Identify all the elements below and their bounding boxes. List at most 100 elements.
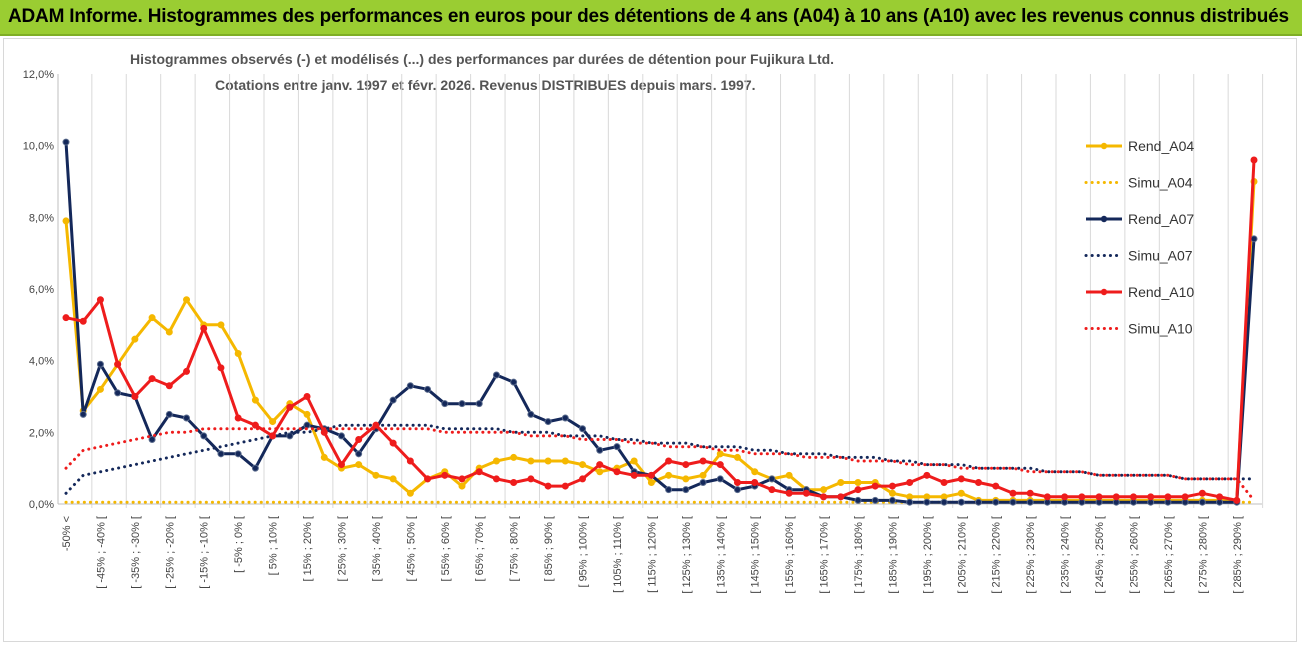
series-rend-a07-point xyxy=(441,400,449,408)
series-rend-a07-point xyxy=(389,396,397,404)
x-tick-label: [ 245% ; 250% [ xyxy=(1094,516,1106,594)
series-rend-a07-point xyxy=(682,486,690,494)
series-rend-a07-point xyxy=(527,410,535,418)
series-rend-a04-point xyxy=(372,471,380,479)
series-rend-a10-point xyxy=(888,482,896,490)
y-tick-label: 4,0% xyxy=(29,356,54,368)
legend-marker-rend-a04 xyxy=(1100,142,1108,150)
series-rend-a10-point xyxy=(406,457,414,465)
x-tick-labels: -50% < [ -45% ; -40% [[ -35% ; -30% [[ -2… xyxy=(61,516,1244,594)
x-tick-label: [ 285% ; 290% [ xyxy=(1232,516,1244,594)
series-rend-a04-point xyxy=(183,296,191,304)
series-rend-a07-point xyxy=(234,450,242,458)
series-rend-a10-point xyxy=(96,296,104,304)
x-tick-label: [ -15% ; -10% [ xyxy=(199,516,211,589)
report-banner: ADAM Informe. Histogrammes des performan… xyxy=(0,0,1302,36)
x-tick-label: [ 25% ; 30% [ xyxy=(336,516,348,581)
series-rend-a10-point xyxy=(251,421,259,429)
series-rend-a07-line xyxy=(64,142,1256,504)
series-rend-a10-point xyxy=(1129,493,1137,501)
series-rend-a07-point xyxy=(217,450,225,458)
series-rend-a10-point xyxy=(596,461,604,469)
legend-label-rend-a04: Rend_A04 xyxy=(1128,138,1194,154)
x-tick-label: [ -35% ; -30% [ xyxy=(130,516,142,589)
series-rend-a10-point xyxy=(733,479,741,486)
series-rend-a10-point xyxy=(165,382,173,390)
series-rend-a10-point xyxy=(561,482,569,490)
series-rend-a04-point xyxy=(854,479,862,486)
series-rend-a10-point xyxy=(837,493,845,501)
x-tick-label: [ 85% ; 90% [ xyxy=(543,516,555,581)
y-tick-label: 10,0% xyxy=(23,141,54,153)
series-rend-a04-point xyxy=(234,350,242,357)
series-rend-a07-point xyxy=(1026,498,1034,506)
series-rend-a10-point xyxy=(62,314,70,322)
series-rend-a10-point xyxy=(768,486,776,494)
x-tick-label: [ 15% ; 20% [ xyxy=(302,516,314,581)
series-rend-a04-point xyxy=(406,489,414,497)
x-tick-label: -50% < xyxy=(61,516,73,551)
series-rend-a10-point xyxy=(337,461,345,469)
series-rend-a10-point xyxy=(1250,156,1258,164)
series-rend-a07-point xyxy=(613,443,621,451)
series-rend-a07-point xyxy=(148,436,156,443)
x-tick-label: [ 115% ; 120% [ xyxy=(646,516,658,593)
series-rend-a07-point xyxy=(888,496,896,504)
series-rend-a10-point xyxy=(114,360,122,368)
y-tick-label: 0,0% xyxy=(29,499,54,511)
axes xyxy=(57,74,1262,505)
series-rend-a07-point xyxy=(200,432,208,440)
series-rend-a04-point xyxy=(785,471,793,479)
series-rend-a04-point xyxy=(837,479,845,486)
series-rend-a07-point xyxy=(579,425,587,433)
series-rend-a10-point xyxy=(699,457,707,465)
series-rend-a04-point xyxy=(699,471,707,479)
legend-label-rend-a10: Rend_A10 xyxy=(1128,284,1194,300)
series-rend-a04-point xyxy=(733,453,741,461)
x-tick-label: [ 225% ; 230% [ xyxy=(1025,516,1037,594)
series-rend-a10-point xyxy=(1164,493,1172,501)
series-rend-a10-point xyxy=(1216,493,1224,501)
series-rend-a07-point xyxy=(992,498,1000,506)
series-rend-a10-point xyxy=(372,421,380,429)
x-tick-label: [ 55% ; 60% [ xyxy=(440,516,452,581)
series-rend-a10-point xyxy=(1026,489,1034,497)
series-rend-a07-point xyxy=(286,432,294,440)
series-rend-a10-point xyxy=(544,482,552,490)
series-rend-a04-point xyxy=(148,314,156,322)
series-rend-a04-point xyxy=(62,217,70,225)
series-rend-a07-point xyxy=(79,410,87,418)
series-rend-a10-point xyxy=(630,471,638,479)
series-rend-a04-point xyxy=(355,461,363,469)
series-rend-a07-point xyxy=(923,498,931,506)
x-tick-label: [ 45% ; 50% [ xyxy=(405,516,417,581)
series-rend-a07-point xyxy=(940,498,948,506)
series-rend-a04-point xyxy=(957,489,965,497)
series-rend-a10-point xyxy=(458,475,466,483)
series-rend-a07-point xyxy=(871,496,879,504)
series-rend-a10-point xyxy=(286,403,294,411)
x-tick-label: [ 275% ; 280% [ xyxy=(1197,516,1209,594)
series-rend-a10-point xyxy=(820,493,828,501)
series-rend-a10-point xyxy=(355,436,363,443)
legend-label-rend-a07: Rend_A07 xyxy=(1128,211,1194,227)
series-rend-a10-point xyxy=(940,479,948,486)
series-rend-a07-point xyxy=(355,450,363,458)
chart-frame xyxy=(3,38,1297,642)
legend: Rend_A04 Simu_A04 Rend_A07 Simu_A07 Rend_A10… xyxy=(1084,138,1194,337)
report-title: ADAM Informe. Histogrammes des performan… xyxy=(8,6,1289,27)
series-rend-a04-point xyxy=(579,461,587,469)
y-tick-labels: 0,0% 2,0% 4,0% 6,0% 8,0% 10,0% 12,0% xyxy=(23,69,54,511)
x-tick-label: [ 5% ; 10% [ xyxy=(268,516,280,575)
series-rend-a10-point xyxy=(389,439,397,447)
x-tick-label: [ 35% ; 40% [ xyxy=(371,516,383,581)
x-tick-label: [ 65% ; 70% [ xyxy=(474,516,486,581)
x-tick-label: [ -25% ; -20% [ xyxy=(164,516,176,589)
series-rend-a10-point xyxy=(234,414,242,422)
series-rend-a07-point xyxy=(458,400,466,408)
series-rend-a07-point xyxy=(96,360,104,368)
series-rend-a10-point xyxy=(682,461,690,469)
series-rend-a10-point xyxy=(510,479,518,486)
series-rend-a10-point xyxy=(1078,493,1086,501)
series-rend-a04-point xyxy=(561,457,569,465)
